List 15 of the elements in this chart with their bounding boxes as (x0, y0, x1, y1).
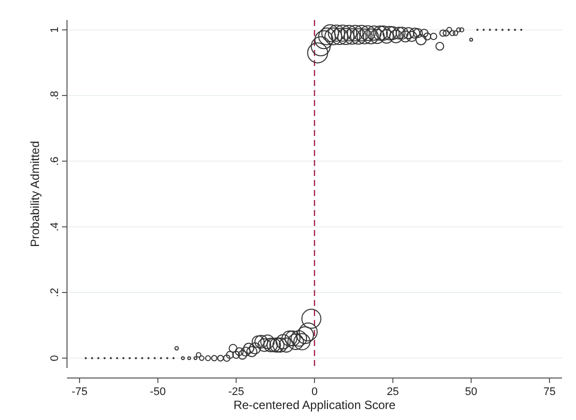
y-tick-label: .4 (49, 222, 61, 232)
x-axis-title: Re-centered Application Score (233, 398, 396, 412)
y-tick-label: .8 (49, 90, 61, 100)
x-tick-label: -75 (72, 386, 88, 398)
y-tick-label: .6 (49, 156, 61, 166)
x-tick-label: 75 (543, 386, 556, 398)
y-axis-title: Probability Admitted (28, 140, 42, 248)
x-tick-label: 25 (386, 386, 399, 398)
x-tick-label: -25 (228, 386, 244, 398)
y-tick-label: 1 (49, 26, 61, 33)
x-tick-label: 0 (311, 386, 318, 398)
y-tick-label: 0 (49, 355, 61, 362)
y-tick-label: .2 (49, 288, 61, 298)
x-tick-label: 50 (465, 386, 478, 398)
x-tick-label: -50 (150, 386, 166, 398)
